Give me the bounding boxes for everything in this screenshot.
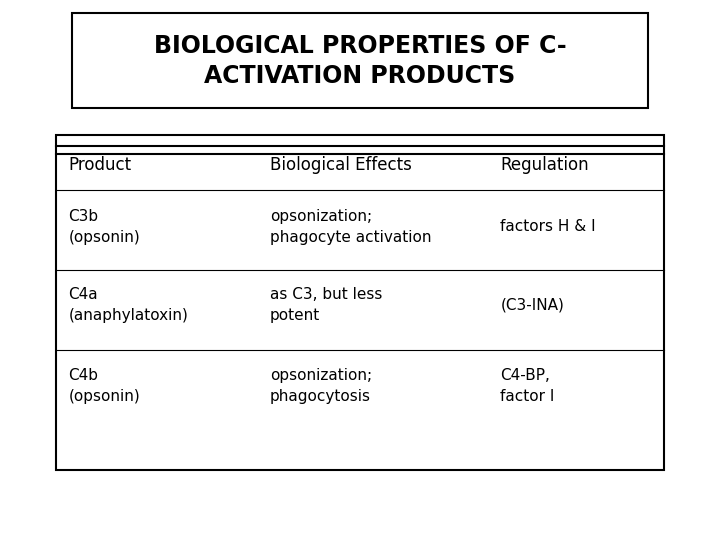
- Text: C3b
(opsonin): C3b (opsonin): [68, 209, 140, 245]
- Text: Regulation: Regulation: [500, 156, 589, 174]
- Text: opsonization;
phagocytosis: opsonization; phagocytosis: [270, 368, 372, 404]
- Bar: [56, 135, 664, 470]
- Text: C4b
(opsonin): C4b (opsonin): [68, 368, 140, 404]
- Text: (C3-INA): (C3-INA): [500, 298, 564, 313]
- Text: C4a
(anaphylatoxin): C4a (anaphylatoxin): [68, 287, 188, 323]
- Text: factors H & I: factors H & I: [500, 219, 596, 234]
- Text: C4-BP,
factor I: C4-BP, factor I: [500, 368, 555, 404]
- Text: BIOLOGICAL PROPERTIES OF C-
ACTIVATION PRODUCTS: BIOLOGICAL PROPERTIES OF C- ACTIVATION P…: [153, 34, 567, 87]
- Bar: [72, 14, 648, 108]
- Text: as C3, but less
potent: as C3, but less potent: [270, 287, 382, 323]
- Text: Product: Product: [68, 156, 132, 174]
- Text: Biological Effects: Biological Effects: [270, 156, 412, 174]
- Text: opsonization;
phagocyte activation: opsonization; phagocyte activation: [270, 209, 431, 245]
